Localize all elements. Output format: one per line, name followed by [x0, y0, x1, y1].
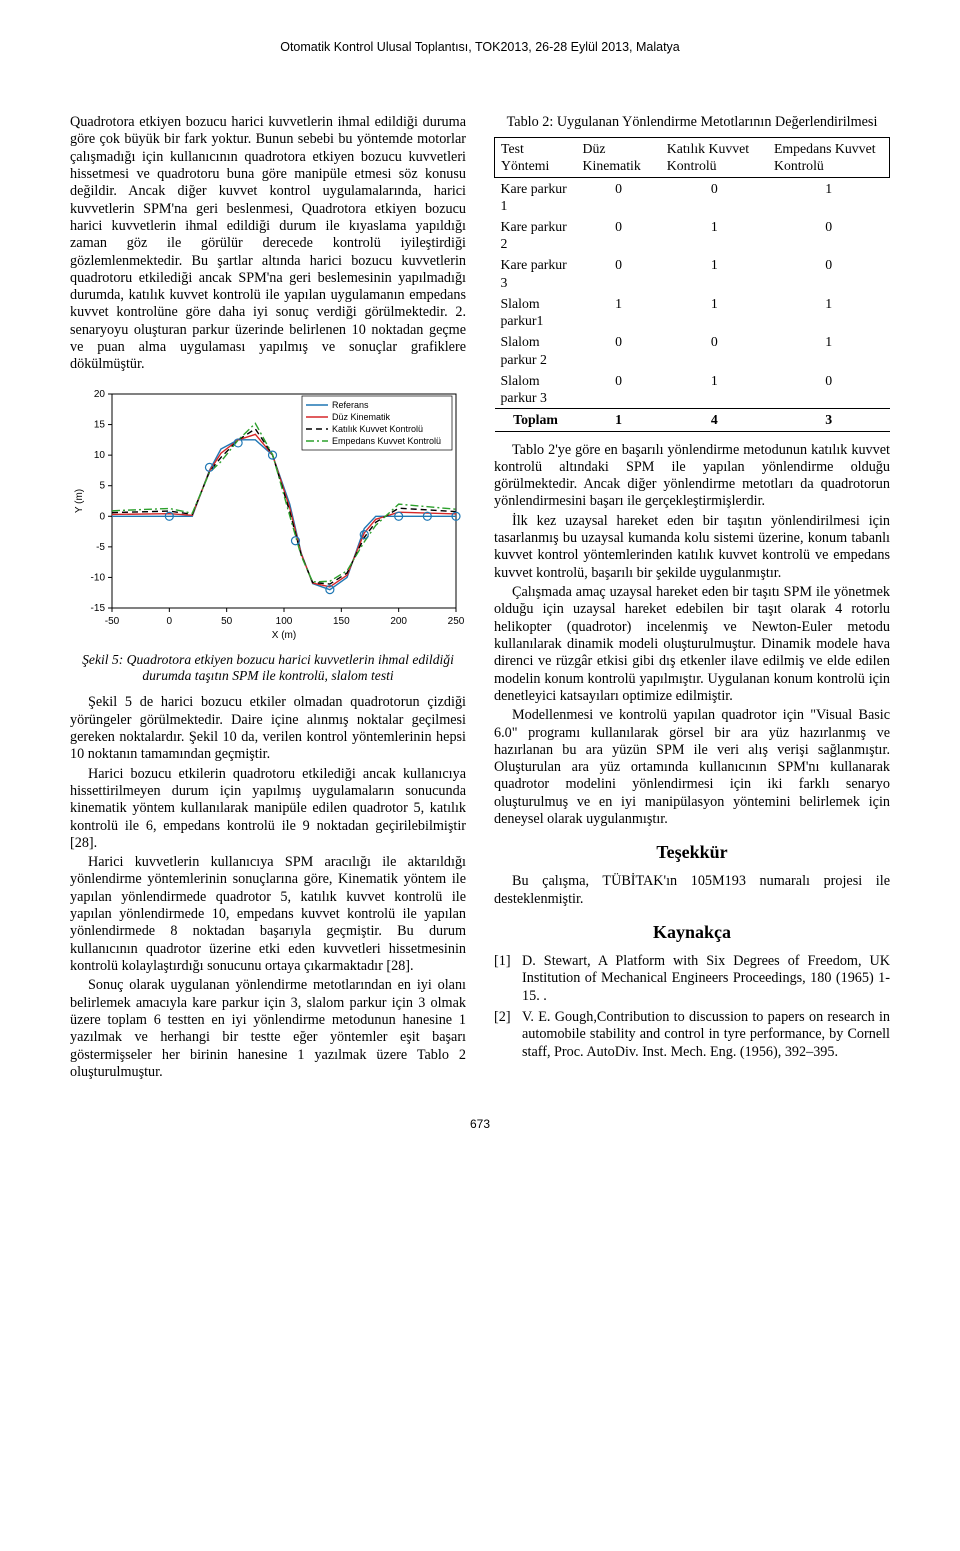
table-cell: 1 [768, 177, 890, 216]
table-row: Slalom parkur1111 [495, 293, 890, 331]
page-number: 673 [70, 1117, 890, 1131]
svg-text:10: 10 [94, 450, 106, 461]
svg-text:-5: -5 [96, 542, 105, 553]
table-row: Kare parkur 2010 [495, 216, 890, 254]
table-cell: 0 [577, 177, 661, 216]
table-cell: Slalom parkur 3 [495, 370, 577, 409]
figure-5: -50050100150200250-15-10-505101520X (m)Y… [70, 384, 466, 644]
svg-text:Referans: Referans [332, 400, 369, 410]
svg-text:5: 5 [99, 480, 105, 491]
para: Şekil 5 de harici bozucu etkiler olmadan… [70, 694, 466, 763]
thanks-text: Bu çalışma, TÜBİTAK'ın 105M193 numaralı … [494, 873, 890, 908]
table-cell: 1 [768, 293, 890, 331]
table-cell: 0 [577, 216, 661, 254]
figure-5-caption: Şekil 5: Quadrotora etkiyen bozucu haric… [70, 652, 466, 685]
table-header-row: Test Yöntemi Düz Kinematik Katılık Kuvve… [495, 138, 890, 177]
para: Harici kuvvetlerin kullanıcıya SPM aracı… [70, 854, 466, 975]
table-cell: 0 [577, 254, 661, 292]
table-cell: Slalom parkur1 [495, 293, 577, 331]
conference-header: Otomatik Kontrol Ulusal Toplantısı, TOK2… [70, 40, 890, 54]
reference-number: [1] [494, 953, 522, 1005]
para: Tablo 2'ye göre en başarılı yönlendirme … [494, 442, 890, 511]
table-total-val: 4 [661, 409, 768, 431]
svg-text:-10: -10 [91, 572, 106, 583]
svg-text:Katılık Kuvvet Kontrolü: Katılık Kuvvet Kontrolü [332, 424, 423, 434]
table-cell: Kare parkur 1 [495, 177, 577, 216]
reference-text: D. Stewart, A Platform with Six Degrees … [522, 953, 890, 1005]
table-row: Kare parkur 3010 [495, 254, 890, 292]
table-header: Düz Kinematik [577, 138, 661, 177]
svg-text:15: 15 [94, 419, 106, 430]
table-cell: 1 [661, 216, 768, 254]
table-header: Empedans Kuvvet Kontrolü [768, 138, 890, 177]
table-cell: 1 [768, 331, 890, 369]
svg-text:200: 200 [390, 616, 407, 627]
table-cell: 0 [768, 216, 890, 254]
table-total-val: 3 [768, 409, 890, 431]
reference-item: [2]V. E. Gough,Contribution to discussio… [494, 1009, 890, 1061]
table-row: Kare parkur 1001 [495, 177, 890, 216]
table-total-val: 1 [577, 409, 661, 431]
references-heading: Kaynakça [494, 922, 890, 943]
reference-number: [2] [494, 1009, 522, 1061]
svg-text:Düz Kinematik: Düz Kinematik [332, 412, 391, 422]
table-row: Slalom parkur 2001 [495, 331, 890, 369]
table-cell: 0 [577, 370, 661, 409]
table-cell: 1 [661, 370, 768, 409]
table-cell: 0 [661, 177, 768, 216]
svg-text:150: 150 [333, 616, 350, 627]
para: İlk kez uzaysal hareket eden bir taşıtın… [494, 513, 890, 582]
table-total-row: Toplam 1 4 3 [495, 409, 890, 431]
svg-text:-15: -15 [91, 603, 106, 614]
table-header: Test Yöntemi [495, 138, 577, 177]
left-column: Quadrotora etkiyen bozucu harici kuvvetl… [70, 114, 466, 1083]
para: Çalışmada amaç uzaysal hareket eden bir … [494, 584, 890, 705]
table-row: Slalom parkur 3010 [495, 370, 890, 409]
svg-text:250: 250 [448, 616, 465, 627]
table-cell: Slalom parkur 2 [495, 331, 577, 369]
svg-text:Empedans Kuvvet Kontrolü: Empedans Kuvvet Kontrolü [332, 436, 441, 446]
svg-text:-50: -50 [105, 616, 120, 627]
table-cell: 1 [577, 293, 661, 331]
svg-text:Y (m): Y (m) [74, 489, 85, 513]
table-cell: Kare parkur 3 [495, 254, 577, 292]
reference-item: [1]D. Stewart, A Platform with Six Degre… [494, 953, 890, 1005]
figure-5-chart: -50050100150200250-15-10-505101520X (m)Y… [70, 384, 466, 644]
para: Modellenmesi ve kontrolü yapılan quadrot… [494, 707, 890, 828]
table-header: Katılık Kuvvet Kontrolü [661, 138, 768, 177]
thanks-heading: Teşekkür [494, 842, 890, 863]
table-cell: 1 [661, 293, 768, 331]
table-cell: 0 [577, 331, 661, 369]
table-cell: 0 [661, 331, 768, 369]
para: Harici bozucu etkilerin quadrotoru etkil… [70, 766, 466, 853]
para: Quadrotora etkiyen bozucu harici kuvvetl… [70, 114, 466, 374]
table-total-label: Toplam [495, 409, 577, 431]
table-2-caption: Tablo 2: Uygulanan Yönlendirme Metotları… [494, 114, 890, 131]
table-cell: 1 [661, 254, 768, 292]
svg-text:100: 100 [276, 616, 293, 627]
svg-text:20: 20 [94, 389, 106, 400]
table-2: Test Yöntemi Düz Kinematik Katılık Kuvve… [494, 137, 890, 432]
reference-text: V. E. Gough,Contribution to discussion t… [522, 1009, 890, 1061]
table-cell: 0 [768, 370, 890, 409]
right-column: Tablo 2: Uygulanan Yönlendirme Metotları… [494, 114, 890, 1083]
svg-text:50: 50 [221, 616, 233, 627]
para: Sonuç olarak uygulanan yönlendirme metot… [70, 977, 466, 1081]
table-cell: 0 [768, 254, 890, 292]
svg-text:0: 0 [99, 511, 105, 522]
svg-text:0: 0 [167, 616, 173, 627]
table-cell: Kare parkur 2 [495, 216, 577, 254]
svg-text:X (m): X (m) [272, 630, 296, 641]
